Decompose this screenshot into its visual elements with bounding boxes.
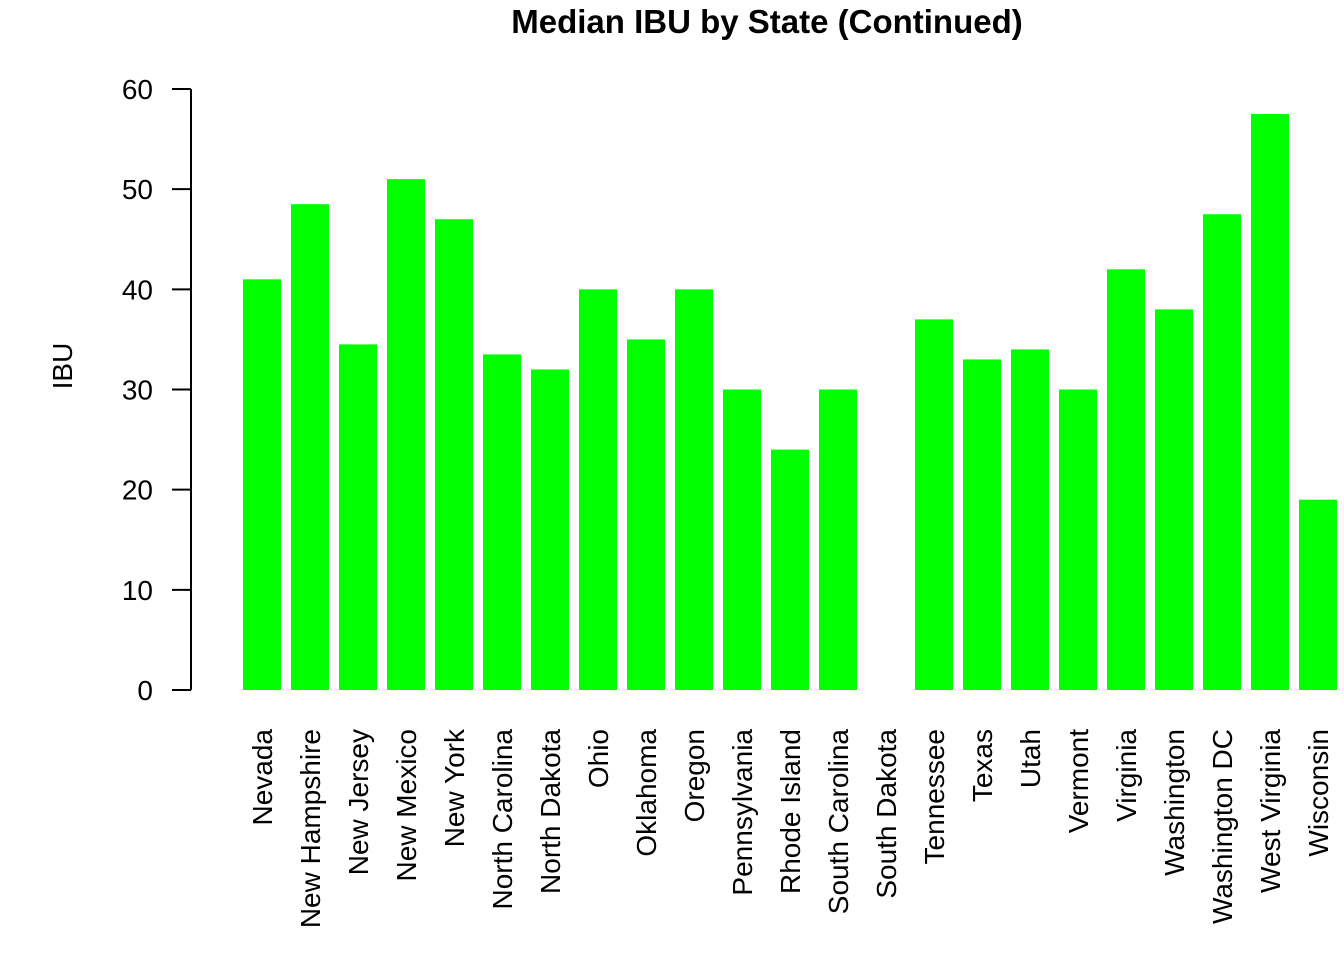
x-tick-label: Pennsylvania (727, 729, 758, 896)
bar (819, 389, 857, 690)
y-axis-label: IBU (47, 343, 78, 390)
x-tick-label: Oklahoma (631, 729, 662, 857)
x-tick-label: New Jersey (343, 729, 374, 875)
x-tick-label: New Hampshire (295, 729, 326, 928)
bar (771, 449, 809, 690)
bar (531, 369, 569, 690)
x-tick-label: Texas (967, 729, 998, 802)
x-tick-label: Virginia (1111, 729, 1142, 822)
y-tick-label: 10 (122, 575, 153, 606)
y-tick-label: 50 (122, 174, 153, 205)
x-tick-label: Oregon (679, 729, 710, 822)
chart-title: Median IBU by State (Continued) (511, 3, 1023, 40)
y-tick-label: 20 (122, 475, 153, 506)
bar (723, 389, 761, 690)
bar (915, 319, 953, 690)
bar (243, 279, 281, 690)
bar (627, 339, 665, 690)
x-tick-label: Washington DC (1207, 729, 1238, 924)
bar (1107, 269, 1145, 690)
x-tick-label: West Virginia (1255, 729, 1286, 893)
x-tick-label: Wisconsin (1303, 729, 1334, 857)
x-tick-label: North Carolina (487, 729, 518, 910)
bar (963, 359, 1001, 690)
y-axis: 0 10 20 30 40 50 60 (122, 74, 192, 706)
bar (387, 179, 425, 690)
y-tick-label: 0 (137, 675, 153, 706)
bar (1251, 114, 1289, 690)
x-tick-label: New York (439, 728, 470, 847)
x-tick-label: Ohio (583, 729, 614, 788)
bars-group (243, 114, 1337, 691)
bar (483, 354, 521, 690)
x-tick-label: North Dakota (535, 729, 566, 894)
y-tick-label: 30 (122, 375, 153, 406)
bar (675, 289, 713, 690)
bar (1203, 214, 1241, 691)
bar (1059, 389, 1097, 690)
x-tick-label: Vermont (1063, 729, 1094, 833)
bar (1299, 499, 1337, 690)
x-tick-label: South Dakota (871, 729, 902, 899)
x-tick-label: Tennessee (919, 729, 950, 864)
x-tick-label: South Carolina (823, 729, 854, 915)
bar (435, 219, 473, 690)
x-tick-label: New Mexico (391, 729, 422, 881)
category-labels: Nevada New Hampshire New Jersey New Mexico N… (247, 728, 1334, 928)
y-tick-label: 60 (122, 74, 153, 105)
bar (579, 289, 617, 690)
bar (339, 344, 377, 690)
x-tick-label: Rhode Island (775, 729, 806, 894)
bar (1155, 309, 1193, 690)
y-tick-label: 40 (122, 274, 153, 305)
bar (1011, 349, 1049, 690)
x-tick-label: Washington (1159, 729, 1190, 876)
x-tick-label: Nevada (247, 729, 278, 826)
bar (291, 204, 329, 691)
x-tick-label: Utah (1015, 729, 1046, 788)
